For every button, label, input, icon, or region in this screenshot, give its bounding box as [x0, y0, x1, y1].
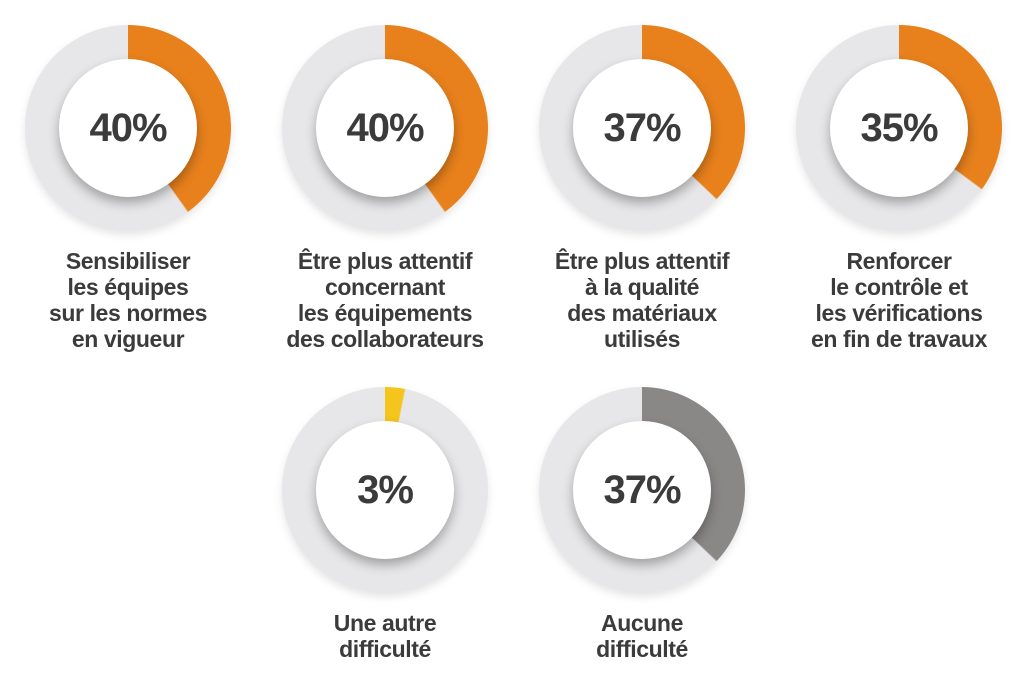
donut-value: 35%: [860, 105, 938, 150]
donut-value: 3%: [357, 467, 414, 512]
donut-hole: 37%: [573, 421, 711, 559]
donut-value: 37%: [603, 105, 681, 150]
donut-value: 40%: [346, 105, 424, 150]
donut-label: Une autre difficulté: [333, 610, 437, 662]
donut-hole: 40%: [59, 59, 197, 197]
donut-label: Renforcer le contrôle et les vérificatio…: [811, 248, 987, 352]
donut-hole: 3%: [316, 421, 454, 559]
donut-value: 37%: [603, 467, 681, 512]
donut-figure-sensibiliser: 40% Sensibiliser les équipes sur les nor…: [3, 25, 253, 352]
donut-hole: 35%: [830, 59, 968, 197]
donut-figure-controle-verifications: 35% Renforcer le contrôle et les vérific…: [774, 25, 1024, 352]
donut-label: Être plus attentif concernant les équipe…: [286, 248, 484, 352]
donut-chart: 35%: [796, 25, 1002, 231]
donut-chart: 3%: [282, 387, 488, 593]
donut-hole: 40%: [316, 59, 454, 197]
donut-figure-autre-difficulte: 3% Une autre difficulté: [260, 387, 510, 662]
donut-chart: 40%: [282, 25, 488, 231]
donut-value: 40%: [89, 105, 167, 150]
donut-figure-aucune-difficulte: 37% Aucune difficulté: [517, 387, 767, 662]
donut-chart: 37%: [539, 25, 745, 231]
donut-chart: 37%: [539, 387, 745, 593]
donut-label: Sensibiliser les équipes sur les normes …: [48, 248, 208, 352]
donut-figure-equipements: 40% Être plus attentif concernant les éq…: [260, 25, 510, 352]
donut-label: Aucune difficulté: [596, 610, 688, 662]
donut-label: Être plus attentif à la qualité des maté…: [554, 248, 730, 352]
donut-figure-qualite-materiaux: 37% Être plus attentif à la qualité des …: [517, 25, 767, 352]
donut-hole: 37%: [573, 59, 711, 197]
donut-chart: 40%: [25, 25, 231, 231]
